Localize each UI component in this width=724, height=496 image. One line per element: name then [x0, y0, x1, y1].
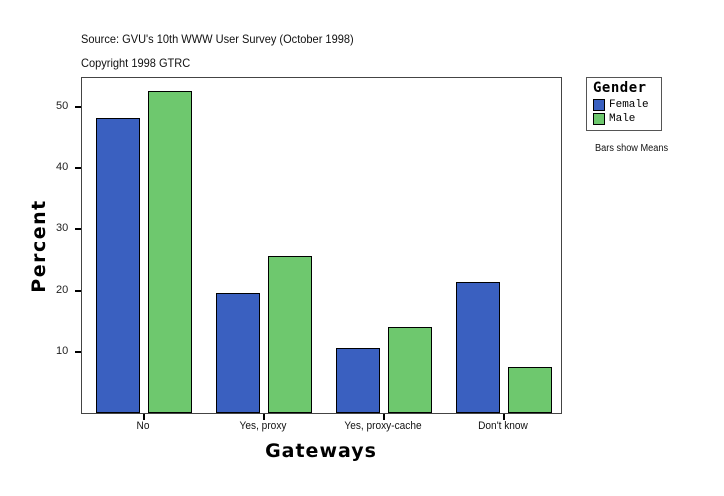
male-swatch-icon [593, 113, 605, 125]
x-tick [383, 414, 385, 420]
legend-item-female: Female [593, 99, 649, 111]
bar-male-2 [387, 327, 432, 413]
legend-label: Female [609, 99, 649, 111]
y-tick-label: 10 [56, 344, 69, 357]
x-tick-label: Yes, proxy [239, 420, 287, 432]
x-tick [143, 414, 145, 420]
y-tick-label: 40 [56, 161, 69, 174]
x-tick [503, 414, 505, 420]
bar-female-2 [335, 348, 380, 413]
y-tick-label: 20 [56, 283, 69, 296]
bars-note: Bars show Means [595, 143, 669, 154]
y-tick [75, 228, 81, 231]
legend-title: Gender [593, 80, 647, 96]
bar-female-1 [215, 293, 260, 413]
bar-female-0 [95, 118, 140, 413]
y-tick [75, 289, 81, 292]
bar-male-1 [267, 256, 312, 413]
y-tick [75, 350, 81, 353]
copyright-caption: Copyright 1998 GTRC [81, 56, 191, 70]
y-tick-label: 30 [56, 222, 69, 235]
female-swatch-icon [593, 99, 605, 111]
bar-male-3 [507, 367, 552, 413]
bar-female-3 [455, 282, 500, 413]
x-tick [263, 414, 265, 420]
x-tick-label: Yes, proxy-cache [344, 420, 422, 432]
y-axis-title: Percent [28, 199, 50, 293]
legend: Gender Female Male [586, 77, 662, 131]
source-caption: Source: GVU's 10th WWW User Survey (Octo… [81, 32, 354, 46]
y-tick [75, 167, 81, 170]
plot-area [75, 77, 562, 420]
bar-male-0 [147, 91, 192, 413]
x-tick-label: No [136, 420, 150, 432]
legend-label: Male [609, 113, 636, 125]
y-tick-label: 50 [56, 99, 69, 112]
x-tick-label: Don't know [478, 420, 528, 432]
legend-item-male: Male [593, 113, 635, 125]
y-tick [75, 105, 81, 108]
x-axis-title: Gateways [265, 440, 377, 462]
